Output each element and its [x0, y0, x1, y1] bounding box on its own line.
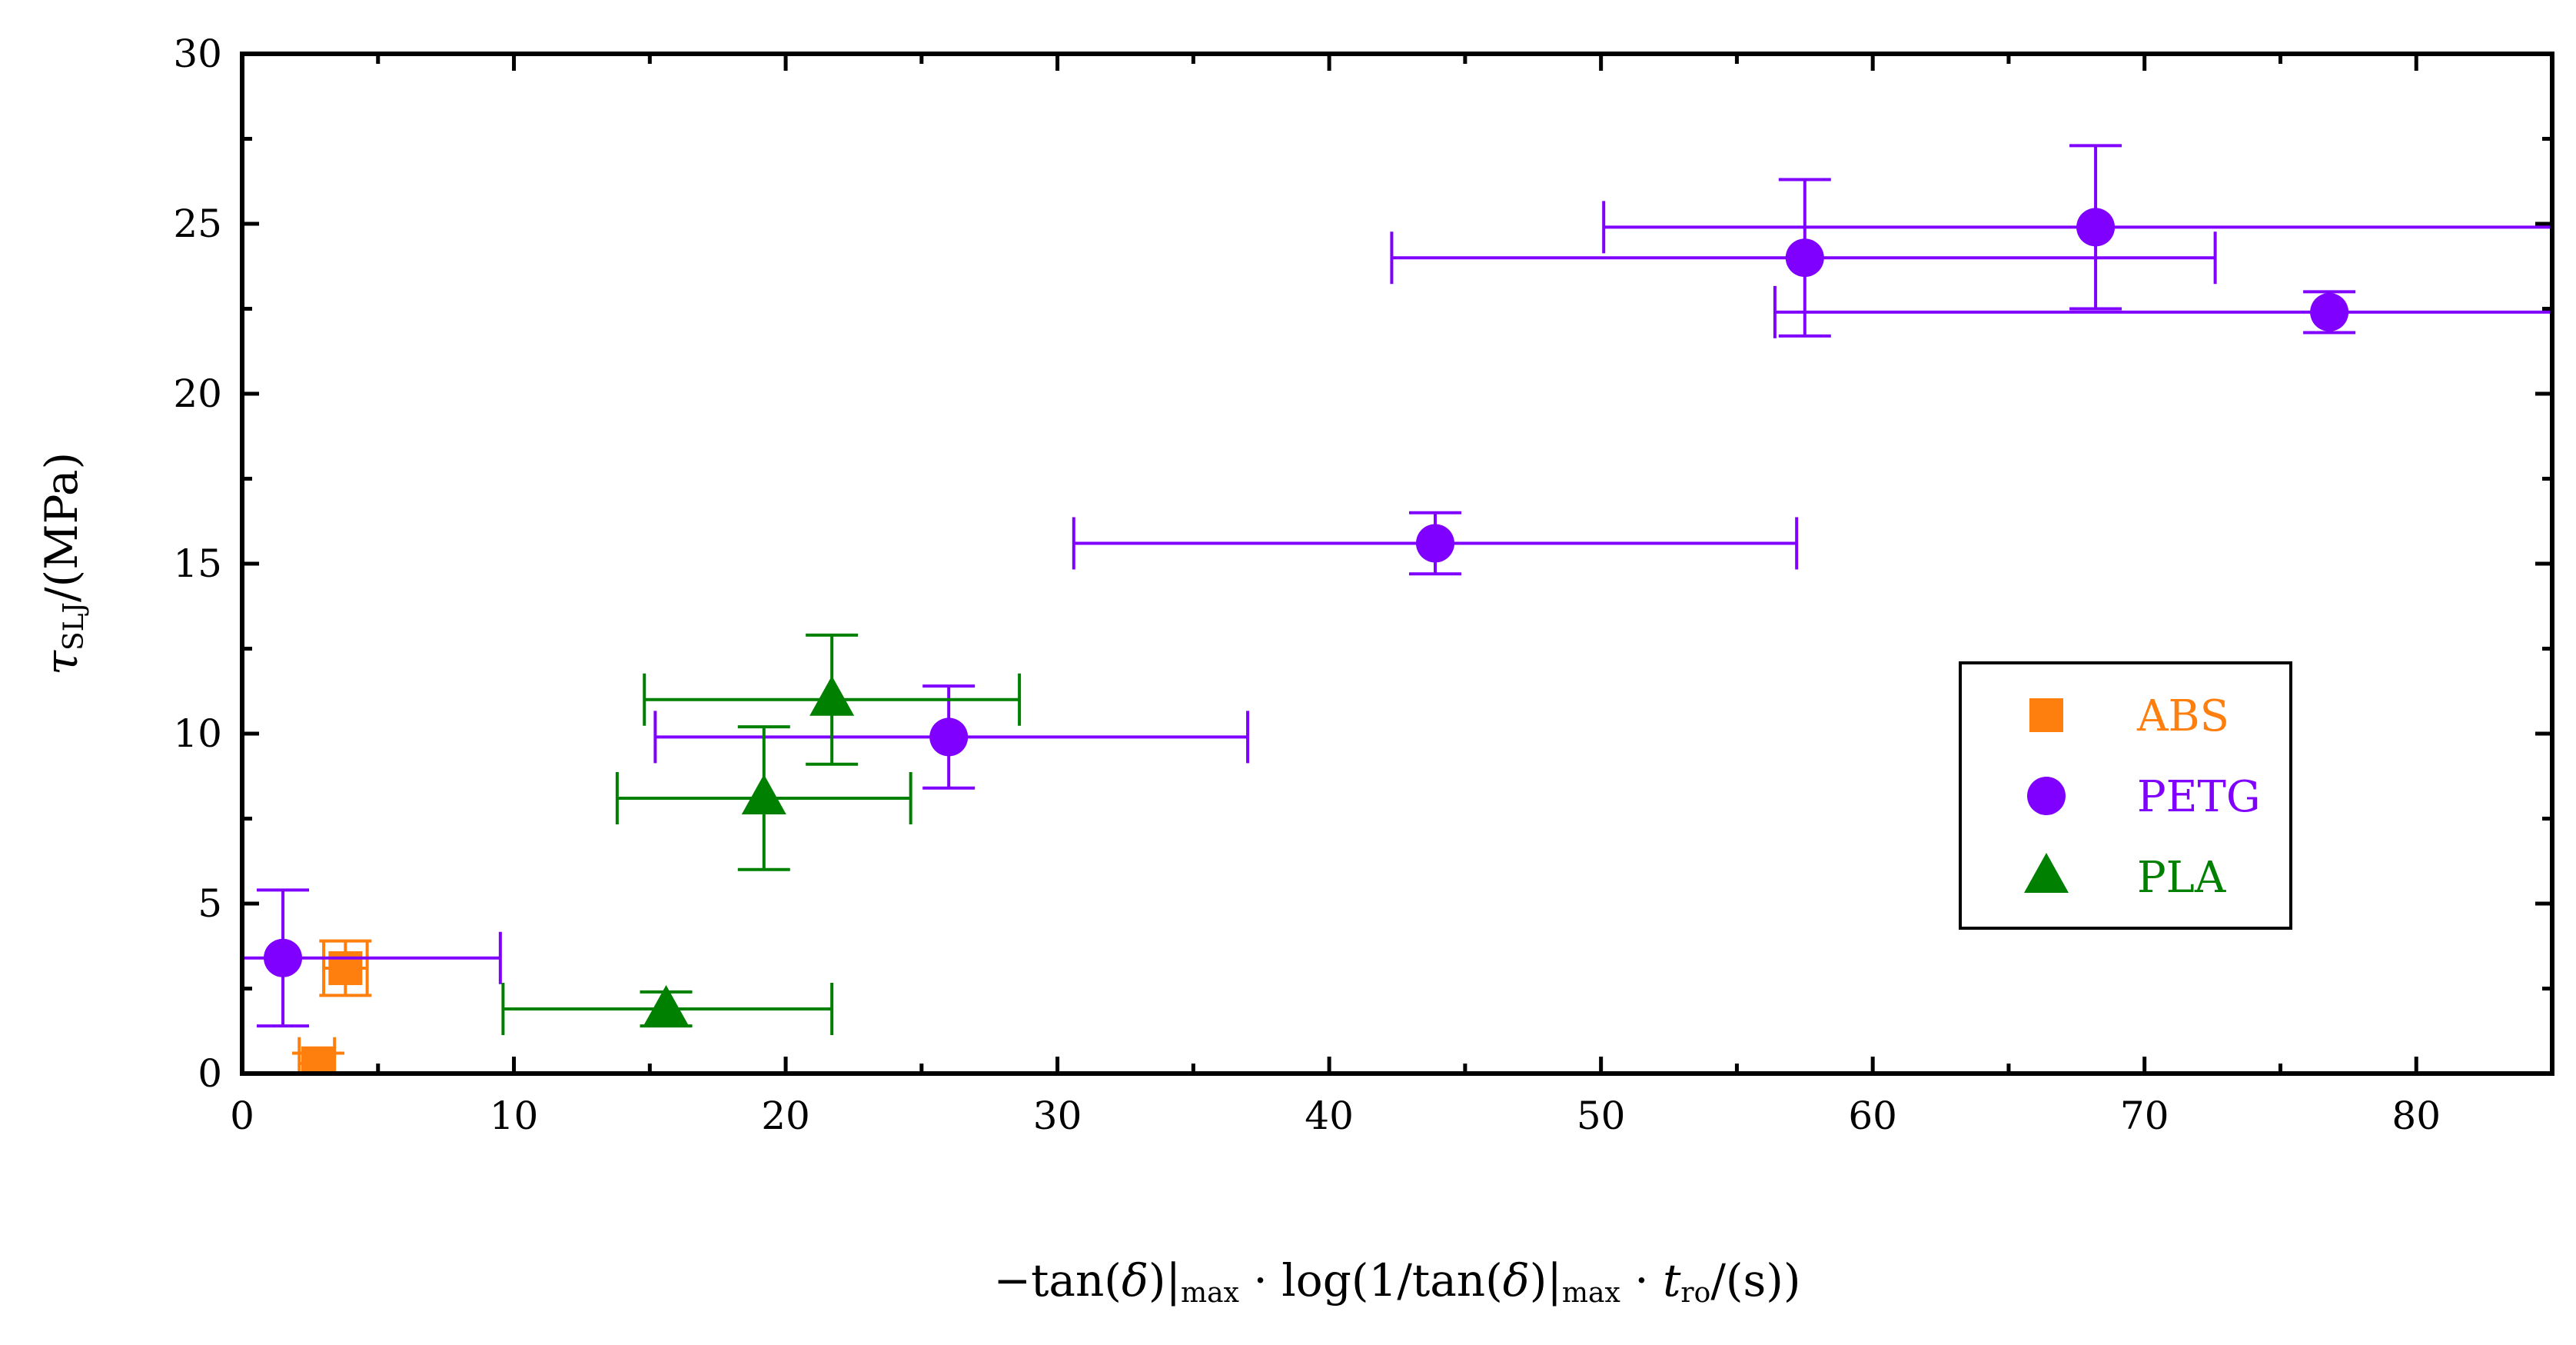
axis-title-part: · log(1/tan( [1239, 1254, 1503, 1307]
axis-title-part: · [1620, 1254, 1663, 1307]
data-point-petg [2310, 292, 2349, 331]
legend-label: PLA [2137, 853, 2226, 903]
y-tick-label: 25 [173, 201, 222, 246]
axis-title-part: δ [1503, 1254, 1530, 1307]
y-tick-label: 15 [173, 541, 222, 586]
x-axis-title: −tan(δ)|max · log(1/tan(δ)|max · tro/(s)… [993, 1254, 1800, 1309]
x-tick-label: 50 [1577, 1094, 1626, 1138]
y-tick-label: 10 [173, 711, 222, 756]
series-abs [291, 939, 372, 1074]
y-tick-label: 20 [173, 371, 222, 416]
axis-title-part: ro [1680, 1277, 1710, 1309]
legend-item-pla: PLA [2024, 853, 2226, 903]
legend-marker [2027, 777, 2066, 815]
data-point-petg [1415, 524, 1454, 563]
data-point-pla [809, 675, 855, 716]
axis-title-part: δ [1122, 1254, 1148, 1307]
axis-title-part: SLJ [58, 602, 90, 651]
data-point-abs [301, 1046, 335, 1074]
y-tick-label: 30 [173, 32, 222, 76]
data-point-pla [643, 985, 689, 1026]
series-petg [242, 144, 2552, 1028]
legend-marker [2024, 853, 2069, 893]
data-point-abs [328, 950, 363, 985]
data-point-pla [741, 774, 786, 814]
y-axis-title: τSLJ/(MPa) [35, 452, 90, 675]
x-tick-label: 0 [230, 1094, 254, 1138]
plot-frame [240, 52, 2554, 1076]
data-point-petg [929, 717, 969, 757]
data-point-petg [1785, 238, 1824, 278]
x-tick-label: 30 [1033, 1094, 1082, 1138]
x-tick-label: 20 [761, 1094, 810, 1138]
y-tick-label: 0 [198, 1051, 222, 1096]
x-tick-label: 40 [1305, 1094, 1354, 1138]
axis-title-part: /(s)) [1710, 1254, 1800, 1307]
axis-title-part: max [1181, 1277, 1239, 1309]
legend-box [1959, 661, 2292, 930]
axis-title-part: )| [1530, 1254, 1562, 1307]
x-tick-label: 70 [2120, 1094, 2169, 1138]
legend-label: ABS [2136, 691, 2229, 741]
legend: ABS PETG PLA [1959, 661, 2292, 930]
axis-title-part: t [1663, 1254, 1681, 1307]
legend-item-petg: PETG [2027, 772, 2261, 822]
axis-title-part: /(MPa) [35, 452, 88, 602]
data-point-petg [264, 938, 303, 977]
x-tick-label: 60 [1848, 1094, 1897, 1138]
legend-label: PETG [2137, 772, 2261, 822]
error-bars [1773, 285, 2552, 338]
legend-marker [2029, 698, 2063, 732]
tick-labels: 0 10 20 30 40 50 60 70 80 0 5 10 15 20 25 30 [173, 32, 2441, 1138]
axis-title-part: τ [35, 650, 88, 675]
plot-area [242, 144, 2552, 1074]
x-tick-label: 80 [2392, 1094, 2441, 1138]
data-point-petg [2076, 208, 2116, 247]
axis-title-part: max [1562, 1277, 1620, 1309]
axis-title-part: −tan( [993, 1254, 1121, 1307]
x-tick-label: 10 [490, 1094, 539, 1138]
legend-item-abs: ABS [2029, 691, 2229, 741]
series-pla [501, 633, 1022, 1036]
y-tick-label: 5 [198, 881, 222, 926]
axis-title-part: )| [1148, 1254, 1181, 1307]
